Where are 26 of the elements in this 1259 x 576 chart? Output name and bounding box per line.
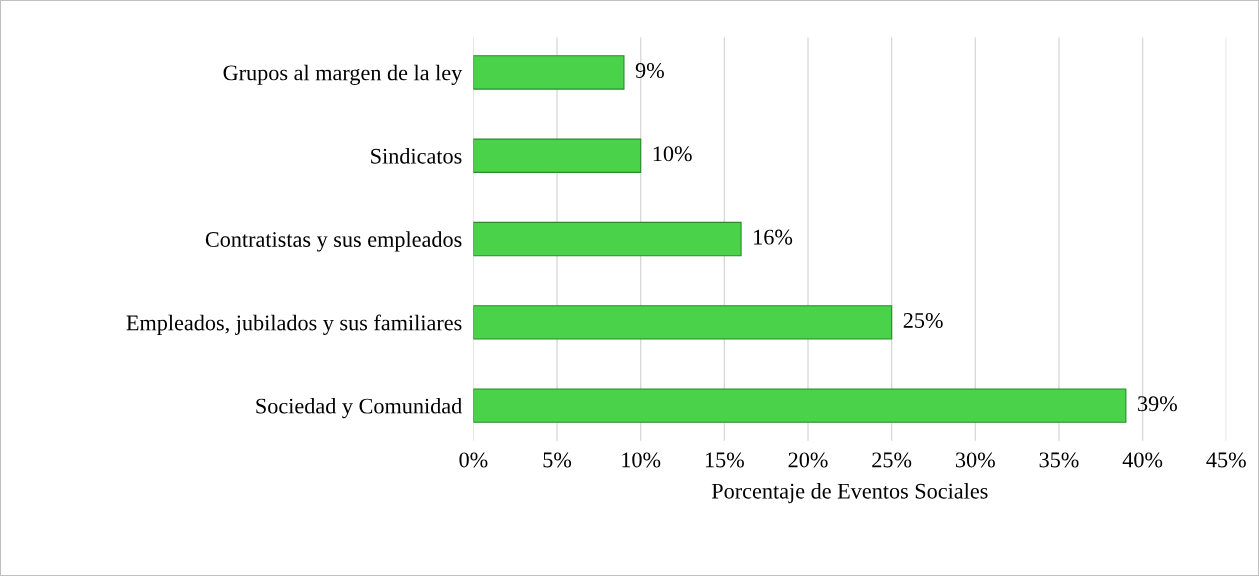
x-tick-label: 35% [1039,452,1079,468]
y-tick-label: Sociedad y Comunidad [256,397,462,419]
bar [473,305,893,340]
x-tick-label: 40% [1122,452,1163,468]
y-tick-label: Contratistas y sus empleados [205,231,462,252]
data-label: 25% [903,312,943,328]
data-label: 9% [635,62,664,79]
x-tick-label: 30% [956,452,995,468]
x-tick-label: 45% [1206,452,1246,468]
y-tick-label: Empleados, jubilados y sus familiares [126,314,462,335]
y-tick-label: Grupos al margen de la ley [223,64,463,85]
bar [473,388,1127,423]
x-tick-label: 5% [543,452,572,468]
data-label: 39% [1138,396,1177,412]
x-tick-label: 10% [622,452,661,468]
bar [473,138,642,173]
x-axis-title: Porcentaje de Eventos Sociales [711,483,988,504]
x-tick-label: 20% [788,452,828,468]
data-label: 16% [754,229,793,245]
x-tick-label: 0% [459,452,488,468]
bar [473,55,625,90]
x-tick-label: 15% [705,452,744,468]
data-label: 10% [653,146,692,162]
y-tick-label: Sindicatos [371,148,462,164]
x-tick-label: 25% [872,452,912,468]
bar [473,221,742,257]
